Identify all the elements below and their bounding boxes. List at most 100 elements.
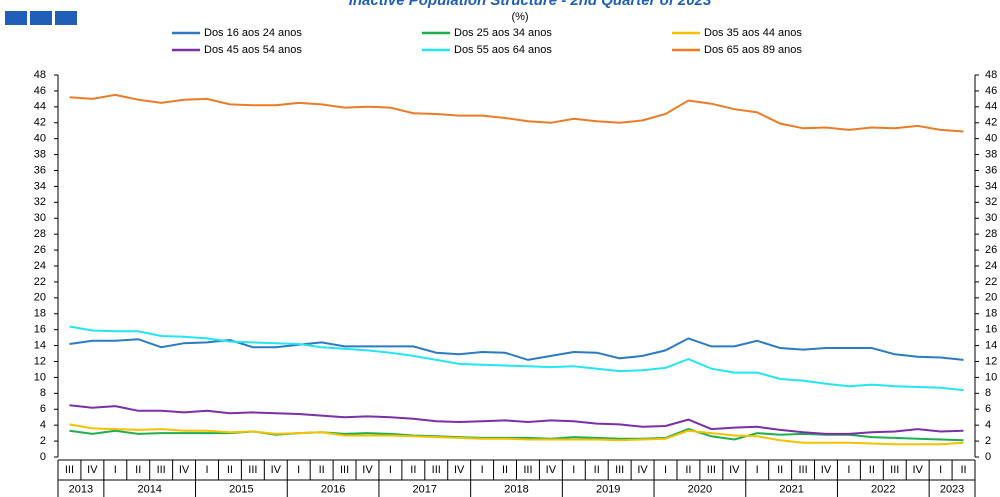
y2-tick-label: 16 (985, 324, 997, 336)
x-tick-label: I (939, 464, 942, 476)
y2-tick-label: 20 (985, 292, 997, 304)
y2-tick-label: 40 (985, 133, 997, 145)
x-tick-label: III (798, 464, 807, 476)
y2-tick-label: 8 (985, 387, 991, 399)
y2-tick-label: 4 (985, 419, 991, 431)
year-label: 2019 (596, 483, 620, 495)
chart-subtitle: (%) (511, 11, 528, 23)
x-tick-label: IV (546, 464, 557, 476)
y2-tick-label: 22 (985, 276, 997, 288)
x-tick-label: I (756, 464, 759, 476)
x-tick-label: I (572, 464, 575, 476)
x-tick-label: II (227, 464, 233, 476)
x-tick-label: III (432, 464, 441, 476)
x-tick-label: I (389, 464, 392, 476)
y-tick-label: 2 (40, 435, 46, 447)
y2-tick-label: 2 (985, 435, 991, 447)
y2-tick-label: 26 (985, 244, 997, 256)
x-tick-label: IV (729, 464, 740, 476)
y2-tick-label: 0 (985, 451, 991, 463)
series-line (69, 428, 964, 442)
x-tick-label: II (319, 464, 325, 476)
year-label: 2022 (871, 483, 895, 495)
y-tick-label: 0 (40, 451, 46, 463)
y-tick-label: 18 (34, 308, 46, 320)
y-tick-label: 14 (34, 339, 46, 351)
y-tick-label: 40 (34, 133, 46, 145)
chart-title: Inactive Population Structure - 2nd Quar… (349, 0, 712, 9)
year-label: 2018 (504, 483, 528, 495)
series-line (69, 93, 964, 133)
y2-tick-label: 10 (985, 371, 997, 383)
x-tick-label: IV (637, 464, 648, 476)
series-line (69, 404, 964, 435)
y2-tick-label: 36 (985, 164, 997, 176)
y-tick-label: 46 (34, 85, 46, 97)
legend-label: Dos 55 aos 64 anos (454, 44, 552, 56)
x-tick-label: III (890, 464, 899, 476)
legend-label: Dos 16 aos 24 anos (204, 27, 302, 39)
x-tick-label: IV (912, 464, 923, 476)
year-label: 2017 (413, 483, 437, 495)
y-tick-label: 38 (34, 148, 46, 160)
y2-tick-label: 46 (985, 85, 997, 97)
y2-tick-label: 48 (985, 69, 997, 81)
x-tick-label: II (135, 464, 141, 476)
y2-tick-label: 34 (985, 180, 997, 192)
y-tick-label: 42 (34, 117, 46, 129)
series-line (69, 325, 964, 392)
x-tick-label: IV (87, 464, 98, 476)
y-tick-label: 16 (34, 324, 46, 336)
y-tick-label: 22 (34, 276, 46, 288)
y-tick-label: 20 (34, 292, 46, 304)
year-label: 2014 (137, 483, 161, 495)
y-tick-label: 30 (34, 212, 46, 224)
y-tick-label: 36 (34, 164, 46, 176)
x-tick-label: II (777, 464, 783, 476)
year-label: 2016 (321, 483, 345, 495)
series-line (69, 337, 964, 361)
x-tick-label: III (340, 464, 349, 476)
year-label: 2021 (779, 483, 803, 495)
legend-label: Dos 25 aos 34 anos (454, 27, 552, 39)
x-tick-label: I (481, 464, 484, 476)
y-tick-label: 26 (34, 244, 46, 256)
year-label: 2013 (69, 483, 93, 495)
y-tick-label: 24 (34, 260, 46, 272)
legend-label: Dos 35 aos 44 anos (704, 27, 802, 39)
x-tick-label: II (410, 464, 416, 476)
y2-tick-label: 14 (985, 339, 997, 351)
x-tick-label: III (65, 464, 74, 476)
y-tick-label: 4 (40, 419, 46, 431)
x-tick-label: II (594, 464, 600, 476)
x-tick-label: I (664, 464, 667, 476)
y-tick-label: 6 (40, 403, 46, 415)
y-tick-label: 10 (34, 371, 46, 383)
x-tick-label: III (707, 464, 716, 476)
x-tick-label: II (869, 464, 875, 476)
y2-tick-label: 38 (985, 148, 997, 160)
logo-block (30, 11, 52, 25)
x-tick-label: II (685, 464, 691, 476)
legend-label: Dos 45 aos 54 anos (204, 44, 302, 56)
y2-tick-label: 44 (985, 101, 997, 113)
y2-tick-label: 32 (985, 196, 997, 208)
y-tick-label: 44 (34, 101, 46, 113)
y2-tick-label: 24 (985, 260, 997, 272)
x-tick-label: III (615, 464, 624, 476)
x-tick-label: IV (821, 464, 832, 476)
x-tick-label: IV (454, 464, 465, 476)
y2-tick-label: 12 (985, 355, 997, 367)
y2-tick-label: 6 (985, 403, 991, 415)
y2-tick-label: 30 (985, 212, 997, 224)
y-tick-label: 12 (34, 355, 46, 367)
x-tick-label: III (523, 464, 532, 476)
x-tick-label: III (248, 464, 257, 476)
x-tick-label: II (960, 464, 966, 476)
series-line (69, 423, 964, 446)
y-tick-label: 48 (34, 69, 46, 81)
y-tick-label: 32 (34, 196, 46, 208)
logo-block (5, 11, 27, 25)
y2-tick-label: 28 (985, 228, 997, 240)
year-label: 2023 (940, 483, 964, 495)
